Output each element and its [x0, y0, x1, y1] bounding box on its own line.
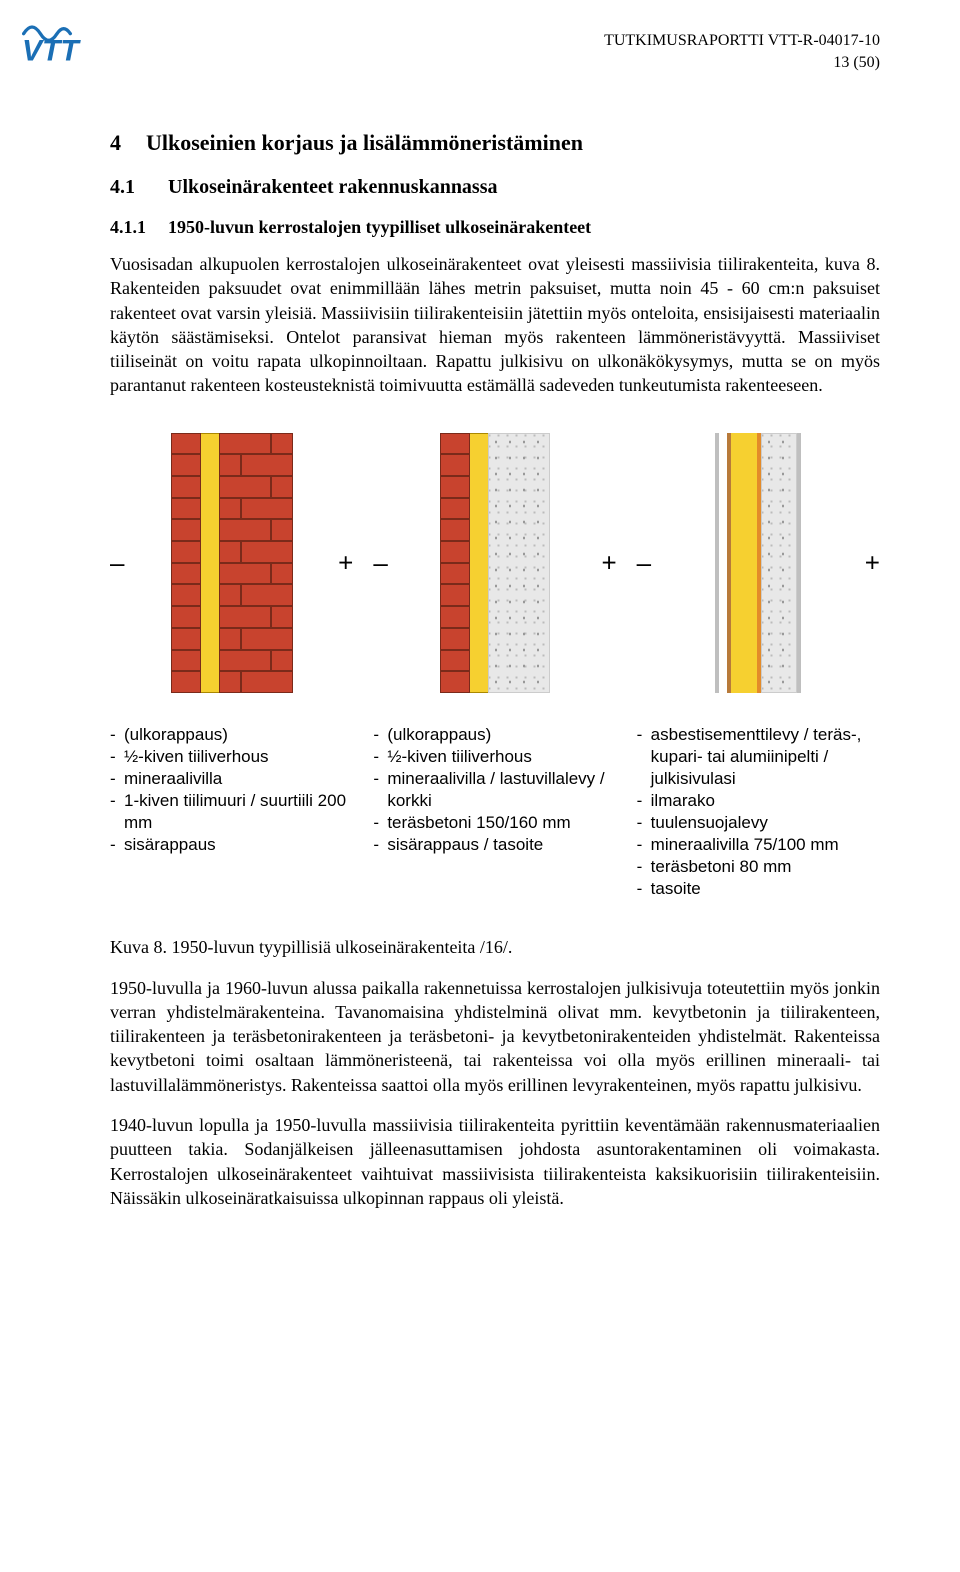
plus-sign: +	[601, 547, 616, 578]
heading-3-text: 1950-luvun kerrostalojen tyypilliset ulk…	[168, 217, 591, 237]
minus-sign: –	[373, 547, 387, 578]
heading-2-text: Ulkoseinärakenteet rakennuskannassa	[168, 176, 498, 198]
heading-3-num: 4.1.1	[110, 217, 168, 238]
figure-col-1: – +	[110, 428, 353, 901]
figure-caption-2: -(ulkorappaus) -½-kiven tiiliverhous -mi…	[373, 724, 616, 857]
heading-2: 4.1Ulkoseinärakenteet rakennuskannassa	[110, 176, 880, 199]
figure-caption-label: Kuva 8. 1950-luvun tyypillisiä ulkoseinä…	[110, 937, 880, 958]
minus-sign: –	[637, 547, 651, 578]
document-body: 4Ulkoseinien korjaus ja lisälämmöneristä…	[110, 130, 880, 1210]
figure-caption-1: -(ulkorappaus) -½-kiven tiiliverhous -mi…	[110, 724, 353, 857]
figure-8: – +	[110, 428, 880, 901]
svg-text:VTT: VTT	[22, 34, 81, 66]
plus-sign: +	[865, 547, 880, 578]
doc-id: TUTKIMUSRAPORTTI VTT-R-04017-10	[604, 30, 880, 52]
figure-col-2: – +	[373, 428, 616, 901]
figure-caption-3: -asbestisementtilevy / teräs-, kupari- t…	[637, 724, 880, 901]
paragraph-1: Vuosisadan alkupuolen kerrostalojen ulko…	[110, 252, 880, 398]
paragraph-2: 1950-luvulla ja 1960-luvun alussa paikal…	[110, 976, 880, 1097]
plus-sign: +	[338, 547, 353, 578]
paragraph-3: 1940-luvun lopulla ja 1950-luvulla massi…	[110, 1113, 880, 1210]
doc-header: TUTKIMUSRAPORTTI VTT-R-04017-10 13 (50)	[604, 30, 880, 75]
figure-col-3: – + -asbestisementtilevy / teräs-, kupar…	[637, 428, 880, 901]
heading-2-num: 4.1	[110, 176, 168, 199]
minus-sign: –	[110, 547, 124, 578]
page-number: 13 (50)	[604, 52, 880, 74]
heading-1-text: Ulkoseinien korjaus ja lisälämmöneristäm…	[146, 130, 583, 155]
heading-1-num: 4	[110, 130, 146, 156]
heading-3: 4.1.11950-luvun kerrostalojen tyypillise…	[110, 217, 880, 238]
heading-1: 4Ulkoseinien korjaus ja lisälämmöneristä…	[110, 130, 880, 156]
vtt-logo: VTT	[22, 18, 122, 66]
